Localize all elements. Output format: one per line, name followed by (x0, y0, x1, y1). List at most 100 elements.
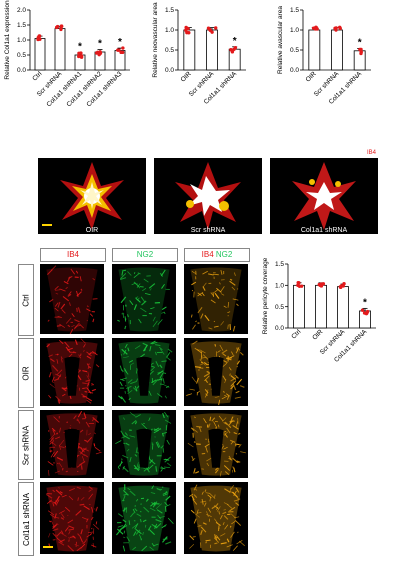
data-point (359, 47, 363, 52)
data-point (214, 26, 218, 30)
chart-pericyte-coverage: 0.0 0.5 1.0 1.5 Relative pericyte coverage Ct… (262, 257, 376, 364)
y-axis-title: Relative pericyte coverage (262, 257, 269, 334)
bar (293, 284, 305, 329)
y-tick-label: 1.0 (290, 27, 299, 34)
flatmount-scale-bar (42, 224, 52, 226)
bar (337, 286, 349, 329)
cell-col1a1-merge (184, 482, 248, 554)
stain-image (46, 265, 98, 334)
stain-image (115, 484, 174, 552)
cell-ctrl-ng2 (112, 264, 176, 334)
significance-star: * (358, 37, 362, 48)
data-point (230, 49, 235, 53)
flatmount-caption-oir: OIR (85, 227, 99, 234)
flatmount-scr-shrna: Scr shRNA (154, 158, 262, 234)
y-tick-label: 1.5 (275, 261, 284, 268)
data-point (119, 50, 123, 55)
flatmount-stain-label: IB4 (366, 150, 376, 156)
retina-oir-image (60, 162, 124, 230)
y-tick-label: 0.5 (290, 47, 299, 54)
chart-col1a1-expression: 0.0 0.5 1.0 1.5 2.0 Relative Col1a1 expressio… (4, 0, 130, 108)
data-point (359, 50, 363, 54)
data-point (37, 34, 42, 38)
cell-scr-merge (184, 410, 248, 478)
y-tick-label: 0.5 (17, 52, 26, 59)
data-point (318, 283, 323, 288)
row-label-scr-shrna: Scr shRNA (18, 410, 34, 480)
x-tick-label: Ctrl (290, 328, 302, 340)
y-axis-title: Relative avascular area (277, 6, 284, 74)
significance-star: * (363, 297, 367, 308)
y-tick-label: 2.0 (17, 7, 26, 14)
flatmount-oir: OIR (38, 158, 146, 234)
y-tick-label: 0.0 (17, 67, 26, 74)
y-tick-label: 1.0 (17, 37, 26, 44)
data-point (334, 28, 338, 32)
data-point (59, 27, 63, 32)
cell-ctrl-merge (184, 264, 248, 334)
stain-image (46, 485, 100, 552)
stain-image (46, 338, 100, 404)
data-point (365, 309, 370, 314)
data-point (208, 28, 213, 33)
data-point (55, 24, 60, 29)
significance-star: * (78, 42, 82, 53)
significance-star: * (98, 39, 102, 50)
data-point (360, 308, 365, 312)
stain-image (187, 413, 246, 477)
flatmount-panel: IB4 OIR Scr shRNA (38, 150, 378, 236)
data-point (311, 26, 316, 30)
data-point (297, 284, 302, 288)
significance-star: * (233, 36, 237, 47)
stain-image (189, 484, 246, 552)
data-point (185, 30, 189, 35)
data-point (321, 282, 326, 286)
significance-star: * (118, 37, 122, 48)
cell-oir-ib4 (40, 338, 104, 406)
grid-scale-bar (43, 546, 53, 548)
x-tick-label: OIR (311, 328, 324, 341)
y-tick-label: 0.5 (165, 47, 174, 54)
y-tick-label: 1.0 (165, 27, 174, 34)
y-tick-label: 1.5 (165, 7, 174, 14)
row-label-ctrl: Ctrl (18, 264, 34, 336)
data-point (206, 26, 211, 30)
cell-oir-merge (184, 338, 248, 406)
cell-col1a1-ng2 (112, 482, 176, 554)
y-tick-label: 0.0 (275, 325, 284, 332)
data-point (121, 46, 125, 50)
retina-col1a1-image (292, 162, 356, 230)
stain-image (118, 340, 173, 404)
data-point (38, 37, 42, 41)
stain-image (117, 267, 170, 332)
y-tick-label: 0.0 (290, 67, 299, 74)
stain-image (190, 267, 242, 332)
data-point (96, 50, 100, 54)
y-tick-label: 1.5 (17, 22, 26, 29)
data-point (77, 54, 81, 59)
data-point (79, 55, 84, 59)
stain-image (46, 411, 102, 476)
cell-scr-ng2 (112, 410, 176, 478)
y-tick-label: 0.5 (275, 304, 284, 311)
y-axis-title: Relative neovascular area (152, 2, 159, 78)
flatmount-caption-col1a1: Col1a1 shRNA (300, 227, 348, 234)
stain-image (186, 340, 245, 406)
bar (359, 310, 371, 329)
row-label-oir: OIR (18, 338, 34, 408)
data-point (315, 27, 319, 31)
data-point (59, 24, 64, 29)
data-point (296, 280, 300, 285)
flatmount-caption-scr: Scr shRNA (190, 227, 226, 234)
cell-oir-ng2 (112, 338, 176, 406)
y-tick-label: 1.0 (275, 283, 284, 290)
data-point (117, 48, 121, 52)
col-header-merge: IB4 NG2 (184, 248, 250, 262)
y-axis-title: Relative Col1a1 expression (4, 0, 11, 80)
y-tick-label: 0.0 (165, 67, 174, 74)
data-point (338, 26, 342, 31)
cell-col1a1-ib4 (40, 482, 104, 554)
